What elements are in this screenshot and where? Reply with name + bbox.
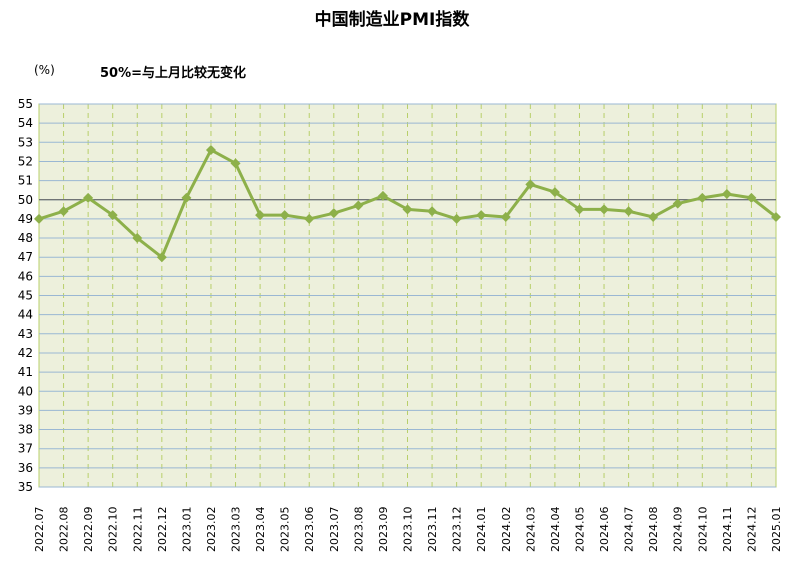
x-tick-label: 2024.09	[672, 507, 685, 553]
y-tick-label: 44	[18, 308, 33, 322]
data-point	[181, 192, 192, 203]
x-tick-label: 2023.10	[402, 507, 415, 553]
x-tick-label: 2024.01	[475, 507, 488, 553]
data-point	[721, 189, 732, 200]
data-point	[83, 192, 94, 203]
x-tick-label: 2024.04	[549, 507, 562, 553]
y-tick-label: 47	[18, 250, 33, 264]
data-point	[451, 213, 462, 224]
x-tick-label: 2023.02	[205, 507, 218, 553]
data-point	[599, 204, 610, 215]
x-tick-label: 2023.12	[451, 507, 464, 553]
x-tick-label: 2022.11	[131, 507, 144, 553]
y-axis: 35 36 37 38 39 40 41 42 43 44 45 46 47 48 49 50 51 52 53 54…	[18, 97, 33, 494]
data-point	[402, 204, 413, 215]
y-tick-label: 52	[18, 154, 33, 168]
y-tick-label: 43	[18, 327, 33, 341]
x-tick-label: 2023.05	[279, 507, 292, 553]
y-tick-label: 48	[18, 231, 33, 245]
data-point	[623, 206, 634, 217]
y-tick-label: 35	[18, 480, 33, 494]
data-point	[34, 213, 44, 224]
x-tick-label: 2023.03	[230, 507, 243, 553]
y-tick-label: 54	[18, 116, 33, 130]
y-tick-label: 37	[18, 442, 33, 456]
horizontal-grid	[39, 103, 776, 488]
x-tick-label: 2022.07	[33, 507, 46, 553]
chart-title: 中国制造业PMI指数	[315, 9, 471, 30]
y-unit-label: (%)	[34, 63, 55, 77]
x-tick-label: 2022.10	[107, 507, 120, 553]
y-tick-label: 39	[18, 403, 33, 417]
y-tick-label: 49	[18, 212, 33, 226]
x-tick-label: 2024.11	[721, 507, 734, 553]
x-tick-label: 2024.10	[696, 507, 709, 553]
data-point	[58, 206, 69, 217]
x-tick-label: 2024.08	[647, 507, 660, 553]
data-point	[427, 206, 438, 217]
data-point	[205, 144, 216, 155]
x-tick-label: 2023.06	[303, 507, 316, 553]
y-tick-label: 55	[18, 97, 33, 111]
x-tick-label: 2024.06	[598, 507, 611, 553]
x-tick-label: 2023.07	[328, 507, 341, 553]
y-tick-label: 53	[18, 135, 33, 149]
data-point	[746, 192, 757, 203]
data-point	[304, 213, 315, 224]
data-point	[132, 233, 143, 244]
data-point	[353, 200, 364, 211]
y-tick-label: 40	[18, 384, 33, 398]
data-point	[255, 210, 266, 221]
data-point	[574, 204, 585, 215]
data-point	[279, 210, 290, 221]
x-tick-label: 2024.07	[623, 507, 636, 553]
reference-note: 50%=与上月比较无变化	[100, 65, 246, 81]
data-point	[500, 211, 511, 222]
y-tick-label: 51	[18, 174, 33, 188]
data-point	[648, 211, 659, 222]
data-point	[771, 211, 781, 222]
x-tick-label: 2023.08	[352, 507, 365, 553]
x-tick-label: 2023.11	[426, 507, 439, 553]
series-pmi	[34, 144, 781, 263]
data-point	[549, 187, 560, 198]
data-point	[230, 158, 241, 169]
x-tick-label: 2024.05	[573, 507, 586, 553]
data-point	[328, 208, 339, 219]
x-tick-label: 2022.12	[156, 507, 169, 553]
data-point	[107, 210, 118, 221]
y-tick-label: 46	[18, 269, 33, 283]
x-tick-label: 2024.03	[524, 507, 537, 553]
data-point	[672, 198, 683, 209]
y-tick-label: 42	[18, 346, 33, 360]
x-tick-label: 2023.01	[180, 507, 193, 553]
y-tick-label: 45	[18, 289, 33, 303]
data-point	[476, 210, 487, 221]
x-tick-label: 2023.04	[254, 507, 267, 553]
data-point	[525, 179, 536, 190]
y-tick-label: 36	[18, 461, 33, 475]
x-tick-label: 2024.02	[500, 507, 513, 553]
y-tick-label: 50	[18, 193, 33, 207]
x-tick-label: 2025.01	[770, 507, 783, 553]
x-axis: 2022.07 2022.08 2022.09 2022.10 2022.11 2022.…	[33, 507, 783, 553]
x-tick-label: 2022.09	[82, 507, 95, 553]
data-point	[377, 190, 388, 201]
data-point	[156, 252, 167, 263]
x-tick-label: 2022.08	[58, 507, 71, 553]
y-tick-label: 38	[18, 423, 33, 437]
y-tick-label: 41	[18, 365, 33, 379]
x-tick-label: 2023.09	[377, 507, 390, 553]
data-point	[697, 192, 708, 203]
x-tick-label: 2024.12	[745, 507, 758, 553]
